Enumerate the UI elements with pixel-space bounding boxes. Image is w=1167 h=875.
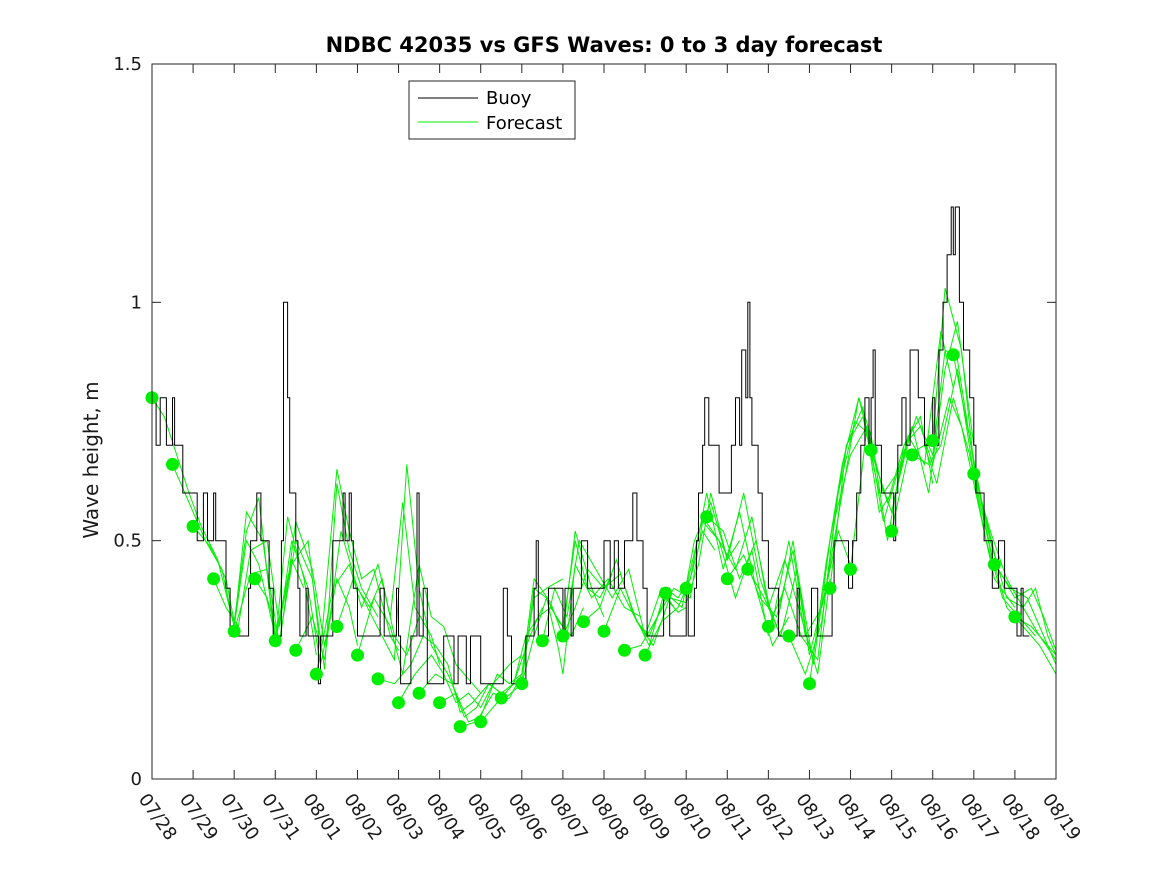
y-tick-label-3: 1.5 bbox=[113, 54, 142, 75]
analysis-dot-2 bbox=[186, 519, 200, 533]
y-tick-label-0: 0 bbox=[131, 769, 142, 790]
y-axis-ticks: 0 0.5 1 1.5 bbox=[113, 54, 1056, 790]
analysis-dot-4 bbox=[227, 624, 241, 638]
analysis-dot-13 bbox=[412, 686, 426, 700]
forecast-line-10 bbox=[357, 564, 482, 694]
y-tick-label-1: 0.5 bbox=[113, 531, 142, 552]
chart-title: NDBC 42035 vs GFS Waves: 0 to 3 day fore… bbox=[326, 33, 883, 57]
analysis-dot-17 bbox=[494, 691, 508, 705]
forecast-line-2 bbox=[192, 497, 317, 656]
plot-area: 00.511.5 07/2807/2907/3007/3108/0108/020… bbox=[113, 54, 1085, 844]
analysis-dot-15 bbox=[453, 720, 467, 734]
analysis-dot-33 bbox=[823, 581, 837, 595]
analysis-dot-25 bbox=[659, 586, 673, 600]
analysis-dot-16 bbox=[474, 715, 488, 729]
analysis-dot-32 bbox=[803, 677, 816, 691]
analysis-dot-34 bbox=[844, 562, 857, 576]
forecast-line-33 bbox=[829, 321, 975, 589]
buoy-line bbox=[152, 206, 1030, 685]
analysis-dot-3 bbox=[207, 572, 221, 586]
analysis-dot-6 bbox=[268, 634, 282, 648]
analysis-dot-20 bbox=[556, 629, 570, 643]
analysis-dot-38 bbox=[926, 434, 940, 448]
analysis-dot-37 bbox=[905, 448, 919, 462]
forecast-line-22 bbox=[603, 492, 741, 647]
analysis-dot-29 bbox=[741, 562, 755, 576]
forecast-line-11 bbox=[377, 635, 502, 714]
legend-label-buoy: Buoy bbox=[486, 88, 532, 109]
analysis-dot-30 bbox=[761, 620, 775, 633]
analysis-dot-5 bbox=[248, 572, 262, 586]
analysis-dot-12 bbox=[392, 696, 405, 710]
forecast-line-37 bbox=[911, 368, 1057, 675]
analysis-dot-40 bbox=[967, 467, 981, 481]
forecast-line-9 bbox=[336, 464, 461, 703]
legend-label-forecast: Forecast bbox=[486, 113, 562, 134]
analysis-dot-26 bbox=[679, 581, 693, 595]
forecast-line-17 bbox=[500, 540, 613, 699]
analysis-dot-31 bbox=[782, 629, 796, 643]
forecast-line-4 bbox=[233, 521, 358, 646]
forecast-line-0 bbox=[151, 397, 276, 637]
analysis-dot-11 bbox=[371, 672, 385, 686]
analysis-dot-10 bbox=[351, 648, 364, 662]
analysis-dot-42 bbox=[1008, 610, 1022, 624]
analysis-dot-28 bbox=[720, 572, 734, 586]
analysis-dot-1 bbox=[166, 457, 179, 471]
analysis-dot-18 bbox=[515, 677, 529, 691]
analysis-dot-22 bbox=[597, 624, 611, 638]
analysis-dot-7 bbox=[289, 643, 303, 657]
analysis-dot-36 bbox=[885, 524, 899, 538]
analysis-dot-9 bbox=[330, 620, 344, 633]
forecast-line-12 bbox=[398, 654, 523, 709]
forecast-line-3 bbox=[213, 539, 334, 665]
y-tick-label-2: 1 bbox=[131, 292, 142, 313]
analysis-dot-23 bbox=[618, 643, 631, 657]
forecast-line-27 bbox=[706, 516, 851, 638]
analysis-dot-24 bbox=[638, 648, 652, 662]
analysis-dot-8 bbox=[309, 667, 323, 681]
analysis-dot-14 bbox=[433, 696, 447, 710]
forecast-line-18 bbox=[521, 562, 642, 684]
legend-box bbox=[408, 80, 576, 140]
analysis-dot-35 bbox=[864, 443, 878, 457]
buoy-series bbox=[152, 206, 1030, 685]
analysis-dot-39 bbox=[946, 348, 960, 362]
analysis-dots bbox=[145, 348, 1022, 734]
legend: Buoy Forecast bbox=[408, 80, 576, 140]
analysis-dot-19 bbox=[535, 634, 549, 648]
analysis-dot-27 bbox=[700, 510, 714, 524]
y-axis-label: Wave height, m bbox=[79, 381, 103, 538]
analysis-dot-21 bbox=[577, 615, 590, 629]
analysis-dot-41 bbox=[987, 558, 1001, 571]
axes-background bbox=[152, 64, 1056, 779]
